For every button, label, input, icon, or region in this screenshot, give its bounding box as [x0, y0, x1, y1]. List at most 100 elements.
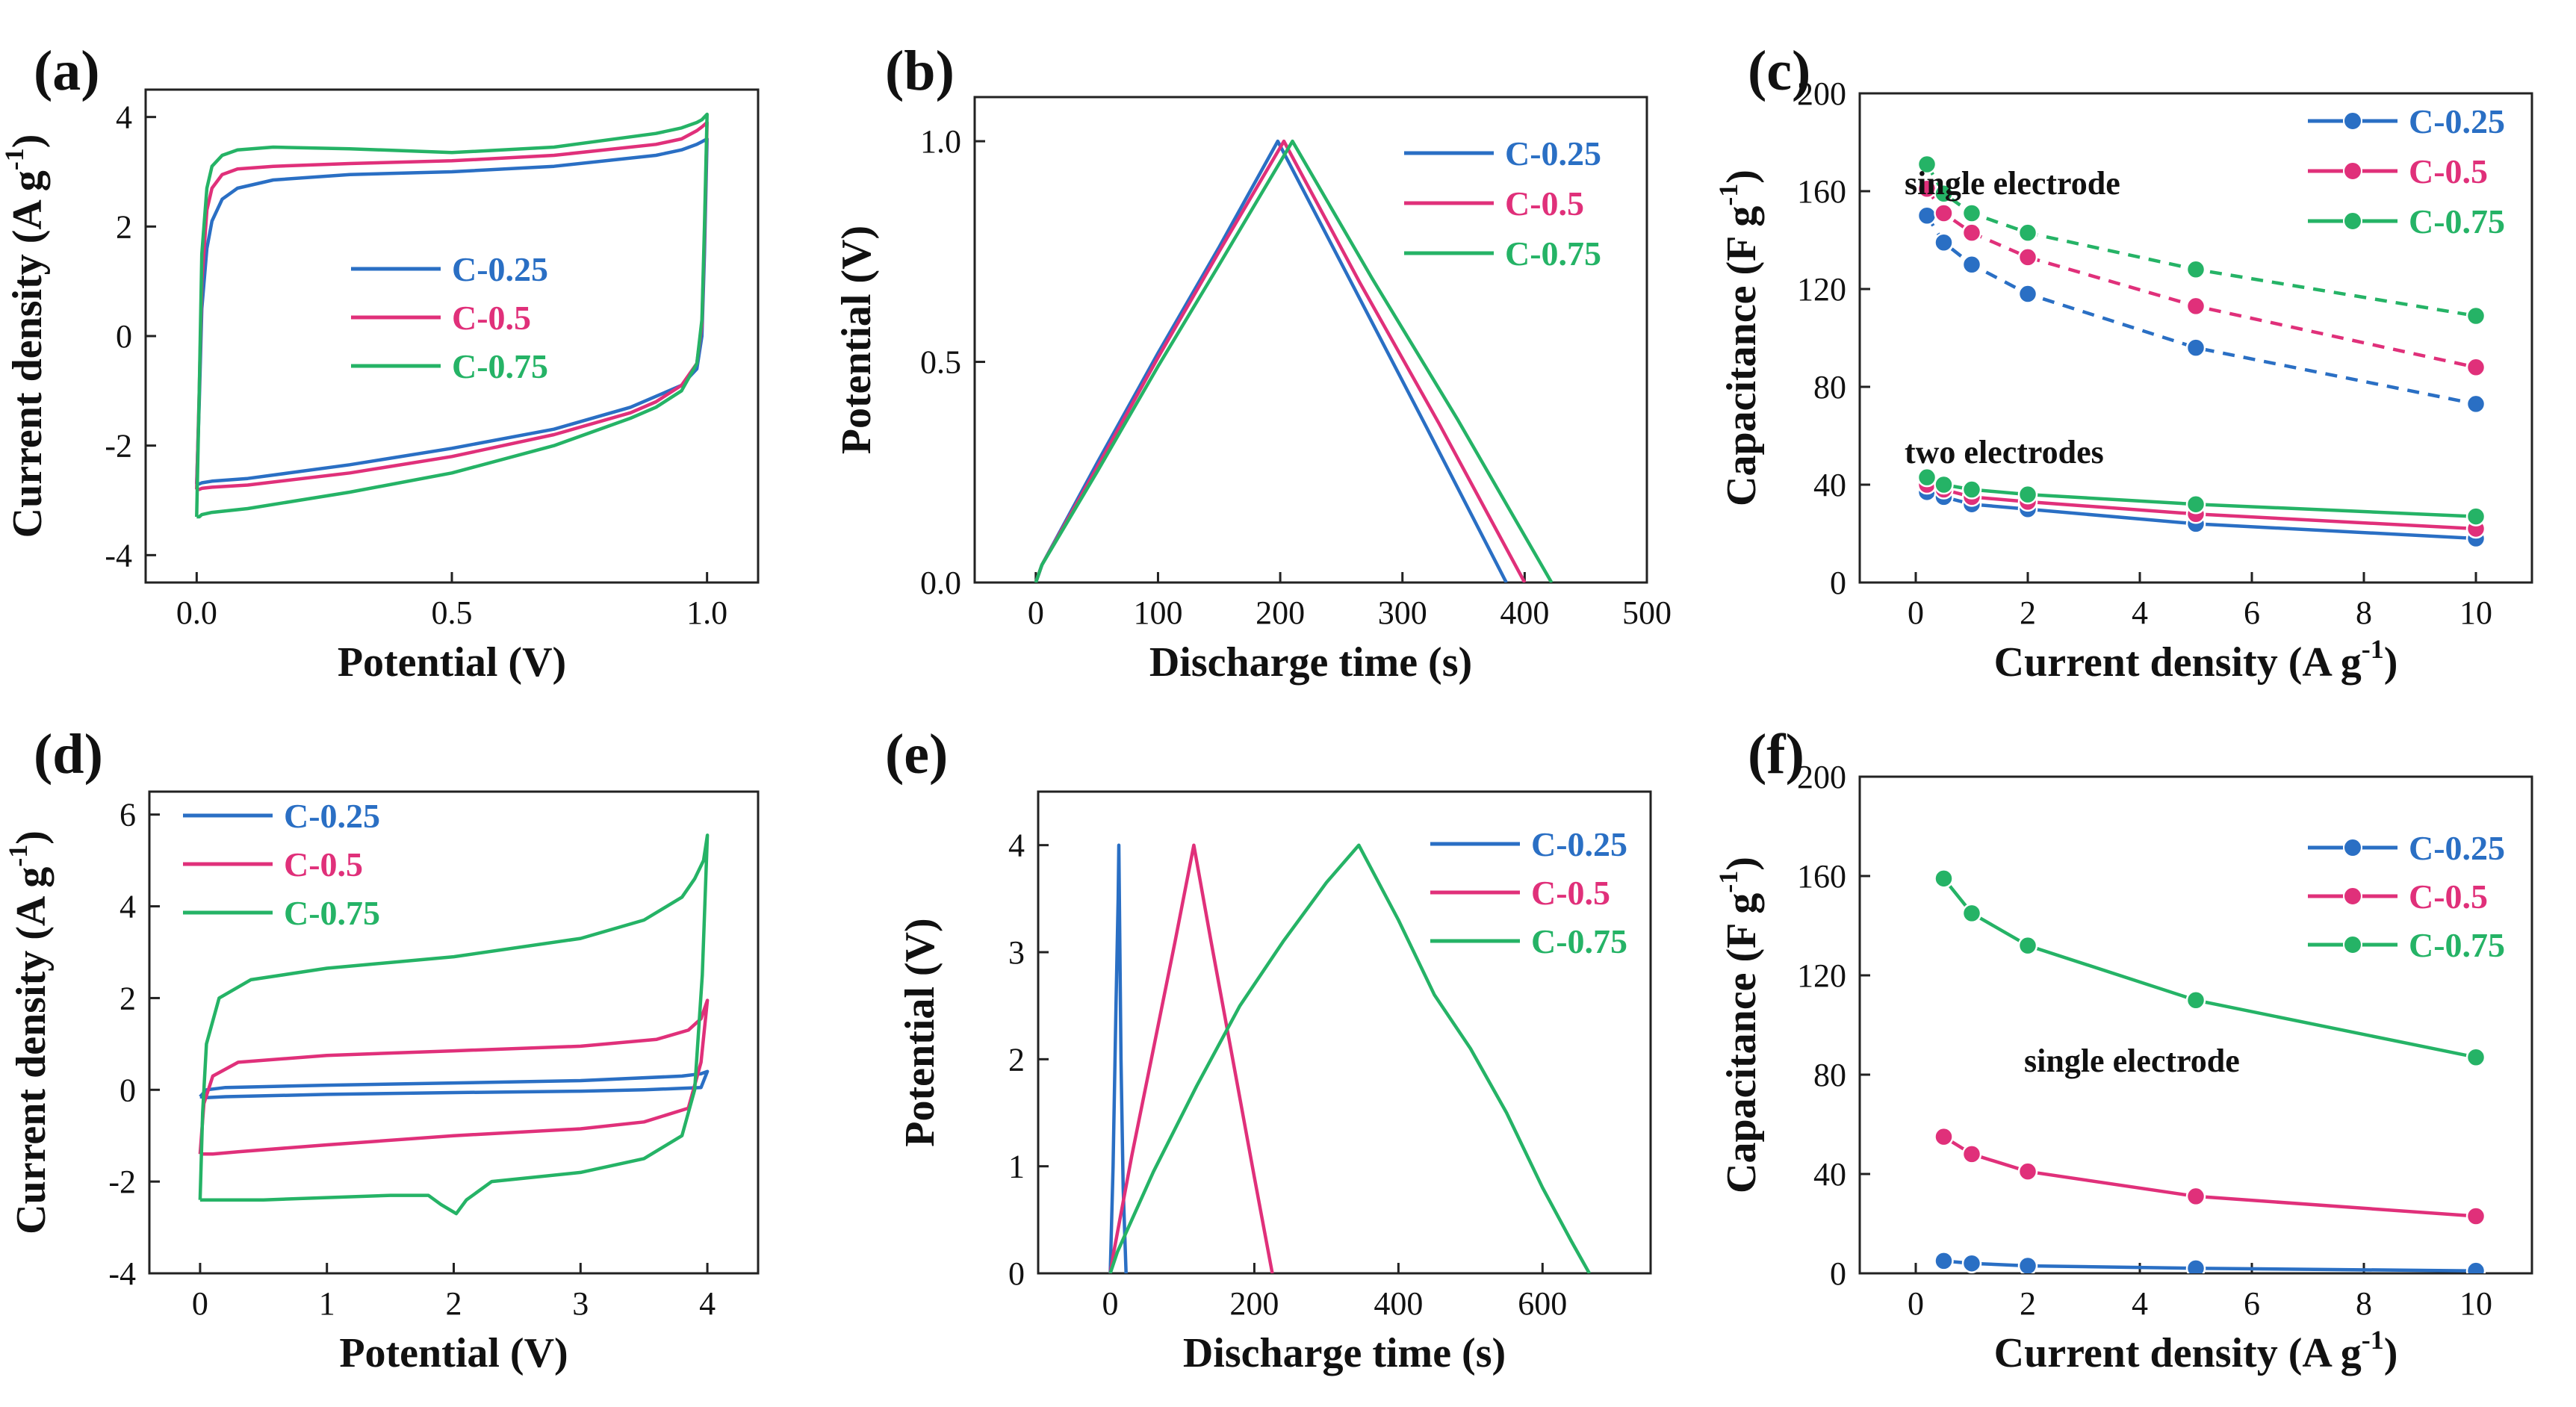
- panel-label: (e): [885, 723, 948, 786]
- x-tick-label: 3: [572, 1285, 589, 1322]
- y-axis-label: Potential (V): [834, 226, 880, 454]
- y-tick-label: 2: [1008, 1041, 1025, 1078]
- y-tick-label: -4: [105, 537, 132, 574]
- plot-area: [1934, 869, 2486, 1273]
- x-tick-label: 8: [2356, 1285, 2372, 1322]
- legend-marker: [2343, 111, 2362, 131]
- panel-e: (e) 0 200 400 600 0 1 2 3 4 Discharge time (s) Pote…: [885, 723, 1652, 1376]
- x-tick-label: 4: [2132, 594, 2148, 631]
- legend-label: C-0.5: [452, 299, 531, 337]
- data-point: [1934, 869, 1954, 889]
- data-point: [2017, 935, 2038, 956]
- x-tick-label: 2: [2020, 1285, 2036, 1322]
- legend-label: C-0.25: [1531, 825, 1627, 863]
- panel-f: (f) 0 2 4 6 8 10 0 40 80 120 160 200 Current density …: [1713, 723, 2533, 1376]
- data-point: [2185, 296, 2206, 317]
- x-tick-label: 400: [1500, 594, 1549, 631]
- y-tick-label: 200: [1797, 759, 1846, 795]
- x-tick-label: 2: [2020, 594, 2036, 631]
- y-axis-label-sup: -1: [0, 148, 29, 170]
- x-tick-label: 1.0: [686, 594, 727, 631]
- x-tick-label: 2: [446, 1285, 462, 1322]
- legend-label: C-0.75: [2409, 926, 2505, 964]
- series-line-c-0.25: [1108, 843, 1128, 1273]
- data-point: [1961, 903, 1982, 924]
- series-line-c-0.5: [1034, 139, 1527, 583]
- x-tick-label: 0.5: [432, 594, 473, 631]
- series-line-c-0.25: [195, 137, 709, 486]
- data-point: [2017, 1255, 2038, 1273]
- axes-frame: [1858, 92, 2533, 584]
- legend-marker: [2343, 838, 2362, 857]
- plot-area: [1108, 843, 1591, 1273]
- y-tick-label: 0: [1008, 1255, 1025, 1292]
- series-line-c-0.75: [1034, 139, 1554, 583]
- legend-label: C-0.75: [2409, 202, 2505, 240]
- y-axis-label: Capacitance (F g-1): [1713, 170, 1765, 506]
- x-tick-label: 500: [1622, 594, 1672, 631]
- data-point: [2017, 484, 2038, 505]
- data-point: [1917, 205, 1937, 226]
- series-line-c-0.75: [195, 112, 709, 519]
- series-line-c-0.75: [198, 833, 710, 1216]
- data-point: [2465, 357, 2486, 378]
- data-point: [2017, 284, 2038, 304]
- x-tick-label: 400: [1374, 1285, 1423, 1322]
- x-tick-label: 8: [2356, 594, 2372, 631]
- x-tick-label: 0.0: [176, 594, 217, 631]
- y-tick-label: 40: [1813, 467, 1846, 503]
- legend-label: C-0.5: [284, 845, 363, 883]
- data-point: [1961, 479, 1982, 500]
- legend-marker: [2343, 161, 2362, 181]
- series-line-c-0.75: [1942, 877, 2477, 1059]
- y-tick-label: 120: [1797, 957, 1846, 994]
- x-axis-label-text: Current density (A g: [1994, 1330, 2362, 1376]
- x-tick-label: 300: [1378, 594, 1427, 631]
- data-point: [2017, 1161, 2038, 1181]
- data-point: [1917, 467, 1937, 488]
- y-tick-label: 0.0: [920, 565, 961, 601]
- y-tick-label: 4: [120, 889, 136, 925]
- data-point: [2185, 338, 2206, 358]
- y-tick-label: 120: [1797, 271, 1846, 308]
- y-tick-label: 80: [1813, 1057, 1846, 1093]
- data-point: [2465, 1047, 2486, 1067]
- data-point: [1934, 1251, 1954, 1271]
- y-axis-label-end: ): [8, 830, 55, 845]
- legend-label: C-0.75: [1531, 922, 1627, 960]
- x-tick-label: 0: [1908, 1285, 1924, 1322]
- data-point: [2185, 990, 2206, 1010]
- y-tick-label: -2: [108, 1164, 136, 1200]
- data-point: [2185, 259, 2206, 280]
- y-axis-label-text: Potential (V): [897, 918, 943, 1146]
- y-tick-label: -2: [105, 428, 132, 465]
- axes-frame: [1037, 790, 1652, 1275]
- data-point: [2465, 394, 2486, 414]
- x-tick-label: 0: [1102, 1285, 1118, 1322]
- data-point: [1961, 255, 1982, 275]
- x-axis-label-end: ): [2384, 1330, 2398, 1376]
- x-tick-label: 4: [699, 1285, 716, 1322]
- y-tick-label: 0: [1830, 565, 1846, 601]
- legend-label: C-0.75: [452, 347, 548, 385]
- series-line-c-0.75: [1108, 843, 1591, 1273]
- x-tick-label: 6: [2244, 594, 2260, 631]
- y-axis-label: Potential (V): [897, 918, 943, 1146]
- data-point: [2185, 1258, 2206, 1273]
- y-tick-label: 1: [1008, 1149, 1025, 1185]
- annotation: single electrode: [1905, 165, 2120, 202]
- y-tick-label: 160: [1797, 173, 1846, 210]
- y-axis-label-sup: -1: [3, 845, 33, 867]
- x-tick-label: 4: [2132, 1285, 2148, 1322]
- y-axis-label-text: Capacitance (F g: [1719, 206, 1765, 506]
- x-tick-label: 1: [319, 1285, 335, 1322]
- x-tick-label: 10: [2459, 594, 2492, 631]
- x-tick-label: 600: [1518, 1285, 1567, 1322]
- data-point: [2017, 223, 2038, 243]
- legend-label: C-0.5: [1505, 184, 1584, 223]
- legend-label: C-0.75: [1505, 234, 1601, 273]
- y-axis-label-sup: -1: [1713, 871, 1743, 893]
- x-tick-label: 0: [1908, 594, 1924, 631]
- y-tick-label: 6: [120, 797, 136, 833]
- x-axis-label-text: Current density (A g: [1994, 639, 2362, 686]
